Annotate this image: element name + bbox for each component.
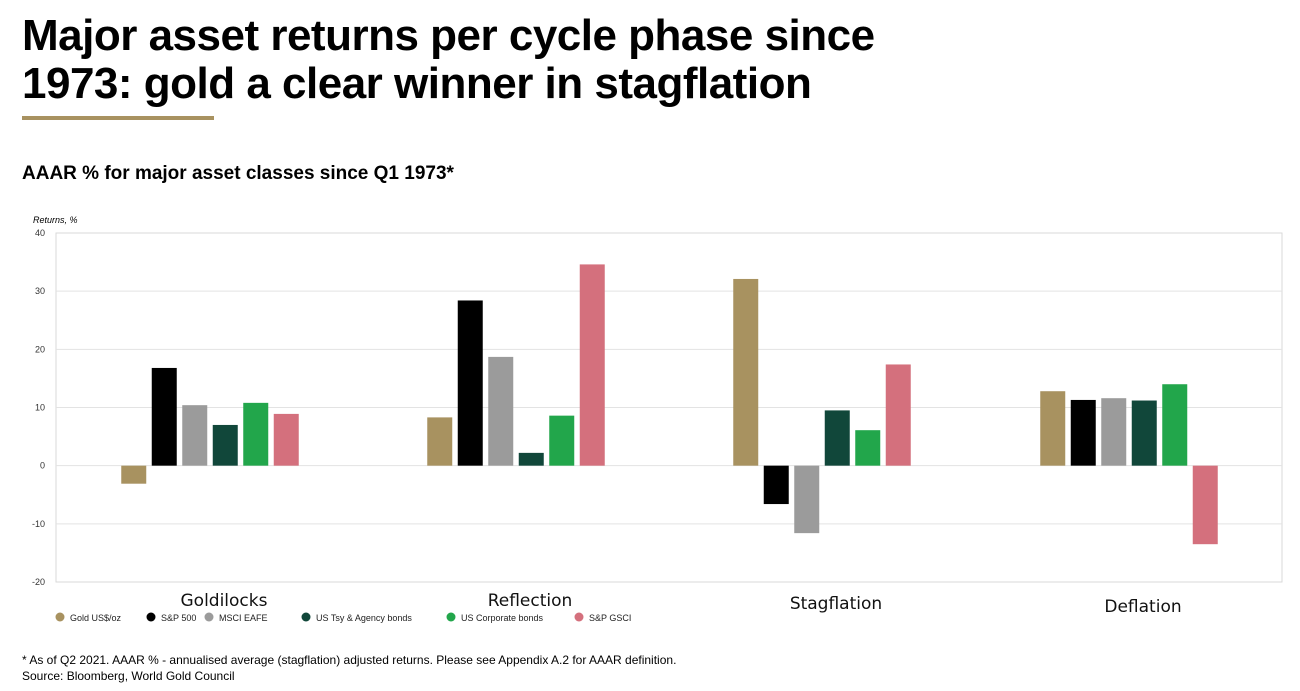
y-tick-label: -20	[32, 577, 45, 587]
bar-2-reflection	[457, 300, 483, 466]
legend-marker	[446, 612, 456, 622]
bar-3-deflation	[1101, 398, 1127, 466]
y-tick-label: 20	[35, 344, 45, 354]
x-axis-categories: Goldilocks Reflection Stagflation Deflation	[181, 591, 1182, 617]
bar-3-stagflation	[794, 465, 820, 534]
bars	[121, 264, 1218, 545]
bar-4-stagflation	[824, 410, 850, 466]
bar-3-reflection	[488, 356, 514, 466]
bar-6-stagflation	[885, 364, 911, 466]
chart-heading: AAAR % for major asset classes since Q1 …	[22, 163, 454, 184]
legend-marker	[204, 612, 214, 622]
bar-5-goldilocks	[243, 402, 269, 466]
bar-3-goldilocks	[182, 405, 208, 466]
bar-2-goldilocks	[151, 367, 177, 466]
bar-6-reflection	[579, 264, 605, 466]
category-label: Reflection	[488, 591, 573, 611]
category-label: Goldilocks	[181, 591, 268, 611]
y-tick-label: 30	[35, 286, 45, 296]
bar-1-reflection	[427, 417, 453, 466]
bar-5-reflection	[549, 415, 575, 466]
bar-5-stagflation	[855, 430, 881, 466]
bar-4-reflection	[518, 452, 544, 466]
y-tick-label: 10	[35, 403, 45, 413]
title-underline	[22, 116, 214, 120]
legend-marker	[146, 612, 156, 622]
bar-4-deflation	[1131, 400, 1157, 466]
legend-label: S&P GSCI	[589, 613, 631, 623]
legend: Gold US$/oz S&P 500 MSCI EAFE US Tsy & Agen…	[55, 612, 631, 623]
page-title: Major asset returns per cycle phase sinc…	[22, 11, 875, 108]
legend-label: US Tsy & Agency bonds	[316, 613, 412, 623]
y-axis-ticks: 40 30 20 10 0 -10 -20	[32, 228, 45, 587]
footnote: * As of Q2 2021. AAAR % - annualised ave…	[22, 653, 677, 667]
legend-label: Gold US$/oz	[70, 613, 122, 623]
y-tick-label: -10	[32, 519, 45, 529]
grid-lines	[56, 290, 1282, 525]
category-label: Deflation	[1104, 597, 1181, 617]
source-note: Source: Bloomberg, World Gold Council	[22, 669, 235, 683]
bar-6-deflation	[1192, 465, 1218, 545]
bar-2-deflation	[1070, 399, 1096, 466]
bar-4-goldilocks	[212, 424, 238, 466]
legend-label: MSCI EAFE	[219, 613, 268, 623]
legend-label: S&P 500	[161, 613, 196, 623]
legend-marker	[301, 612, 311, 622]
legend-marker	[574, 612, 584, 622]
y-tick-label: 0	[40, 461, 45, 471]
y-tick-label: 40	[35, 228, 45, 238]
y-axis-label: Returns, %	[33, 215, 78, 225]
bar-1-stagflation	[733, 278, 759, 466]
bar-1-deflation	[1040, 391, 1066, 466]
bar-6-goldilocks	[273, 413, 299, 466]
bar-1-goldilocks	[121, 465, 147, 484]
bar-2-stagflation	[763, 465, 789, 505]
legend-label: US Corporate bonds	[461, 613, 544, 623]
bar-5-deflation	[1162, 384, 1188, 466]
category-label: Stagflation	[790, 594, 882, 614]
legend-marker	[55, 612, 65, 622]
